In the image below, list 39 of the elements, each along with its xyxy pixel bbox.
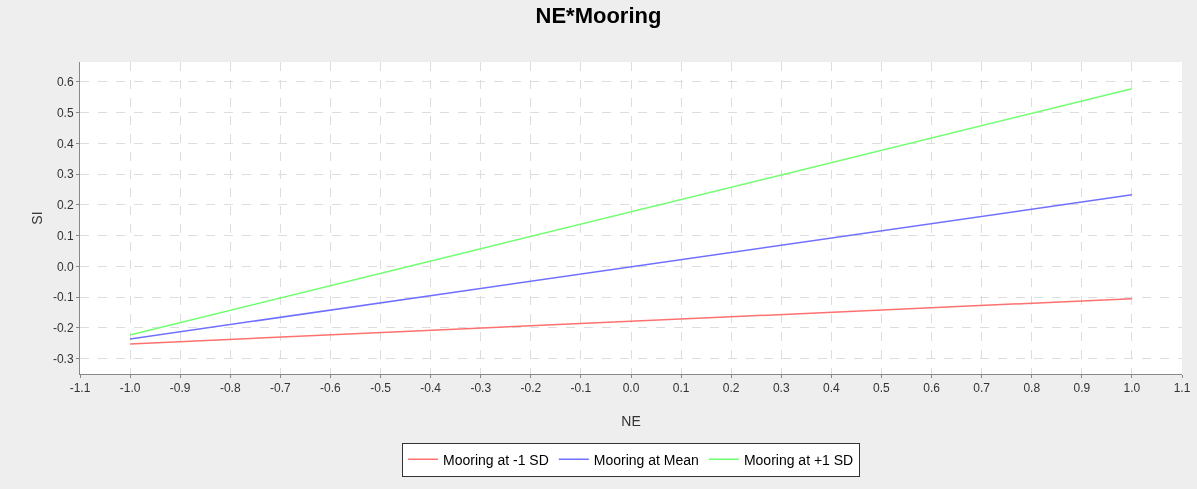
x-tick-label: 0.1 bbox=[672, 381, 690, 396]
x-tick-label: -0.6 bbox=[320, 381, 342, 396]
x-tick-label: 0.2 bbox=[722, 381, 740, 396]
x-tick-label: -0.4 bbox=[420, 381, 442, 396]
y-tick-label: 0.3 bbox=[56, 167, 74, 182]
y-tick-label: 0.0 bbox=[56, 259, 74, 274]
x-tick-label: -0.2 bbox=[520, 381, 542, 396]
legend-label: Mooring at +1 SD bbox=[743, 451, 854, 468]
x-tick-label: 0.9 bbox=[1073, 381, 1091, 396]
y-tick-label: 0.6 bbox=[56, 75, 74, 90]
x-axis-title: NE bbox=[621, 413, 641, 429]
y-axis-title: SI bbox=[29, 211, 45, 225]
y-tick-label: 0.1 bbox=[56, 228, 74, 243]
x-tick-label: 0.6 bbox=[923, 381, 941, 396]
y-tick-label: -0.1 bbox=[52, 290, 74, 305]
x-tick-label: 0.4 bbox=[823, 381, 841, 396]
legend-label: Mooring at Mean bbox=[593, 451, 699, 468]
x-tick-label: 1.0 bbox=[1123, 381, 1141, 396]
x-tick-label: 0.8 bbox=[1023, 381, 1041, 396]
x-tick-label: 0.7 bbox=[973, 381, 991, 396]
x-tick-label: -0.9 bbox=[169, 381, 191, 396]
x-tick-label: -1.1 bbox=[69, 381, 91, 396]
legend-label: Mooring at -1 SD bbox=[443, 451, 549, 468]
x-tick-label: -1.0 bbox=[119, 381, 141, 396]
y-tick-label: 0.2 bbox=[56, 198, 74, 213]
x-tick-label: 0.3 bbox=[772, 381, 790, 396]
y-tick-label: 0.5 bbox=[56, 105, 74, 120]
x-tick-label: 0.0 bbox=[622, 381, 640, 396]
x-tick-label: 1.1 bbox=[1173, 381, 1191, 396]
y-tick-label: 0.4 bbox=[56, 136, 74, 151]
chart-title: NE*Mooring bbox=[535, 2, 662, 28]
x-tick-label: -0.7 bbox=[270, 381, 292, 396]
x-tick-label: 0.5 bbox=[873, 381, 891, 396]
x-tick-label: -0.8 bbox=[219, 381, 241, 396]
x-tick-label: -0.3 bbox=[470, 381, 492, 396]
x-tick-label: -0.5 bbox=[370, 381, 392, 396]
y-tick-label: -0.2 bbox=[52, 321, 74, 336]
y-tick-label: -0.3 bbox=[52, 351, 74, 366]
x-tick-label: -0.1 bbox=[570, 381, 592, 396]
